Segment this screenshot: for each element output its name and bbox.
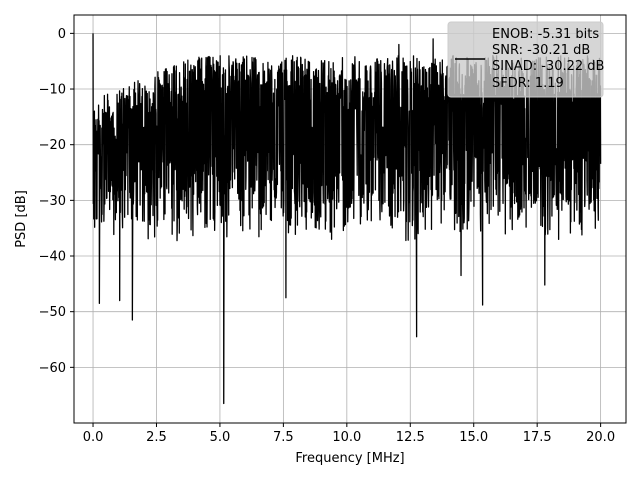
x-tick-label: 20.0 [586,430,615,445]
x-axis-ticks: 0.0 2.5 5.0 7.5 10.0 12.5 15.0 17.5 20.0 [83,423,615,445]
x-tick-label: 5.0 [210,430,231,445]
y-axis-label: PSD [dB] [14,190,29,248]
legend: ENOB: -5.31 bits SNR: -30.21 dB SINAD: -… [447,21,604,98]
y-tick-label: −10 [39,83,66,98]
y-tick-label: 0 [58,27,66,42]
y-tick-label: −30 [39,194,66,209]
y-tick-label: −40 [39,250,66,265]
x-tick-label: 7.5 [273,430,294,445]
plot-frame [73,14,627,424]
legend-box [447,21,604,98]
x-tick-label: 12.5 [396,430,425,445]
legend-entry-sfdr: SFDR: 1.19 [492,76,564,91]
x-axis-label: Frequency [MHz] [295,451,404,466]
x-tick-label: 10.0 [332,430,361,445]
legend-entry-enob: ENOB: -5.31 bits [492,27,599,42]
legend-entry-snr: SNR: -30.21 dB [492,43,590,58]
x-tick-label: 0.0 [83,430,104,445]
y-axis-ticks: 0 −10 −20 −30 −40 −50 −60 [39,27,74,376]
y-tick-label: −60 [39,361,66,376]
x-tick-label: 2.5 [146,430,167,445]
x-tick-label: 17.5 [523,430,552,445]
legend-entry-sinad: SINAD: -30.22 dB [492,59,604,74]
psd-series-line [92,33,602,405]
y-tick-label: −50 [39,305,66,320]
x-tick-label: 15.0 [459,430,488,445]
plot-area [92,33,602,405]
y-tick-label: −20 [39,138,66,153]
